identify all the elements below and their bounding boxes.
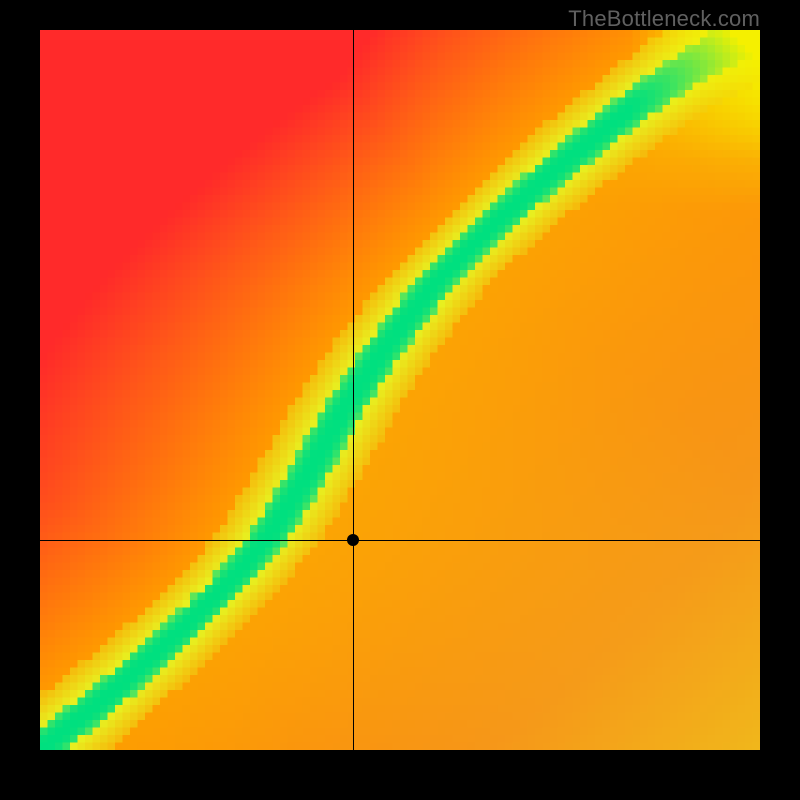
heatmap-canvas xyxy=(40,30,760,750)
plot-frame xyxy=(40,30,760,750)
crosshair-horizontal xyxy=(40,540,760,541)
marker-dot xyxy=(347,534,359,546)
watermark-text: TheBottleneck.com xyxy=(568,6,760,32)
crosshair-vertical xyxy=(353,30,354,750)
